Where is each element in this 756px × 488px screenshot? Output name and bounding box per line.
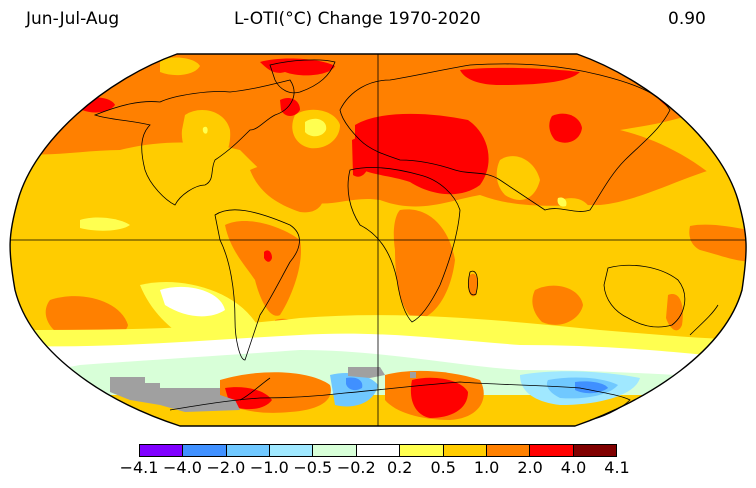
no-data-spot bbox=[410, 372, 416, 378]
map-outline bbox=[9, 53, 747, 427]
field-east-eq-orange bbox=[689, 224, 747, 262]
field-india-lightyellow bbox=[557, 197, 567, 207]
field-npac-lightyellow bbox=[80, 217, 130, 231]
field-ant-deepblue bbox=[346, 377, 363, 391]
colorbar-tick-label: 0.2 bbox=[386, 458, 413, 477]
colorbar-tick-label: 0.5 bbox=[430, 458, 456, 477]
field-atl-orange-tongue bbox=[250, 164, 324, 213]
colorbar-tick-label: −1.0 bbox=[249, 458, 289, 477]
field-asia-red bbox=[549, 113, 582, 143]
colorbar-bin-8 bbox=[486, 445, 531, 456]
colorbar-tick-label: −4.1 bbox=[119, 458, 159, 477]
coast-greenland bbox=[269, 59, 336, 94]
coast-antarctica bbox=[169, 381, 631, 421]
season-label: Jun-Jul-Aug bbox=[26, 9, 120, 29]
field-sa-orange bbox=[225, 220, 301, 316]
field-brazil-red bbox=[264, 250, 272, 262]
colorbar-bin-4 bbox=[313, 445, 357, 456]
colorbar-tick-label: 1.0 bbox=[473, 458, 500, 477]
colorbar-bin-6 bbox=[400, 445, 444, 456]
field-aus-orange bbox=[666, 294, 683, 331]
field-atl-lightyellow bbox=[305, 118, 327, 137]
colorbar-bin-1 bbox=[183, 445, 227, 456]
coast-europe-asia bbox=[339, 63, 671, 212]
coast-australia bbox=[603, 264, 686, 328]
colorbar bbox=[139, 444, 617, 457]
colorbar-tick-label: −0.2 bbox=[336, 458, 376, 477]
colorbar-ticks: −4.1 −4.0 −2.0 −1.0 −0.5 −0.2 0.2 0.5 1.0 2.0 4.0 4… bbox=[0, 458, 756, 482]
coast-south-america bbox=[214, 209, 300, 361]
coast-africa bbox=[347, 167, 461, 323]
colorbar-bin-0 bbox=[140, 445, 184, 456]
field-ant-blue bbox=[575, 381, 608, 394]
colorbar-bin-5 bbox=[356, 445, 401, 456]
colorbar-tick-label: 2.0 bbox=[517, 458, 543, 477]
temperature-anomaly-map bbox=[9, 53, 747, 427]
field-greenland-red2 bbox=[280, 98, 300, 116]
colorbar-bin-7 bbox=[443, 445, 487, 456]
field-iberia-red bbox=[352, 138, 372, 177]
map-title: L-OTI(°C) Change 1970-2020 bbox=[234, 9, 481, 29]
field-siberia-red bbox=[460, 67, 580, 85]
field-africa-orange bbox=[393, 209, 455, 320]
colorbar-tick-label: 4.0 bbox=[560, 458, 587, 477]
field-arctic-yellow bbox=[160, 57, 200, 76]
field-arabia-yellow bbox=[496, 156, 540, 200]
colorbar-bin-3 bbox=[270, 445, 314, 456]
field-spac-white bbox=[160, 286, 225, 317]
field-mideast-red bbox=[355, 113, 489, 195]
colorbar-tick-label: −4.0 bbox=[163, 458, 202, 477]
colorbar-tick-label: −2.0 bbox=[206, 458, 246, 477]
coast-north-america bbox=[93, 79, 295, 206]
field-india-yellow bbox=[560, 198, 592, 229]
colorbar-bin-9 bbox=[530, 445, 574, 456]
no-data-region-west bbox=[110, 377, 240, 412]
field-io-orange bbox=[532, 285, 583, 325]
field-na-yellow bbox=[181, 110, 231, 172]
field-spac-orange bbox=[45, 296, 128, 341]
coast-antarctic-peninsula bbox=[239, 377, 271, 401]
field-madagascar-orange bbox=[468, 273, 478, 297]
colorbar-bin-10 bbox=[573, 445, 616, 456]
coast-madagascar bbox=[468, 270, 478, 296]
colorbar-bin-2 bbox=[226, 445, 271, 456]
no-data-region-east bbox=[348, 367, 385, 378]
coast-new-zealand bbox=[689, 304, 719, 336]
coastlines bbox=[93, 59, 719, 421]
field-ant-red-east bbox=[410, 377, 468, 418]
colorbar-tick-label: 4.1 bbox=[604, 458, 630, 477]
colorbar-tick-label: −0.5 bbox=[293, 458, 333, 477]
global-mean-value: 0.90 bbox=[668, 9, 706, 29]
field-na-lightyellow bbox=[202, 126, 208, 134]
